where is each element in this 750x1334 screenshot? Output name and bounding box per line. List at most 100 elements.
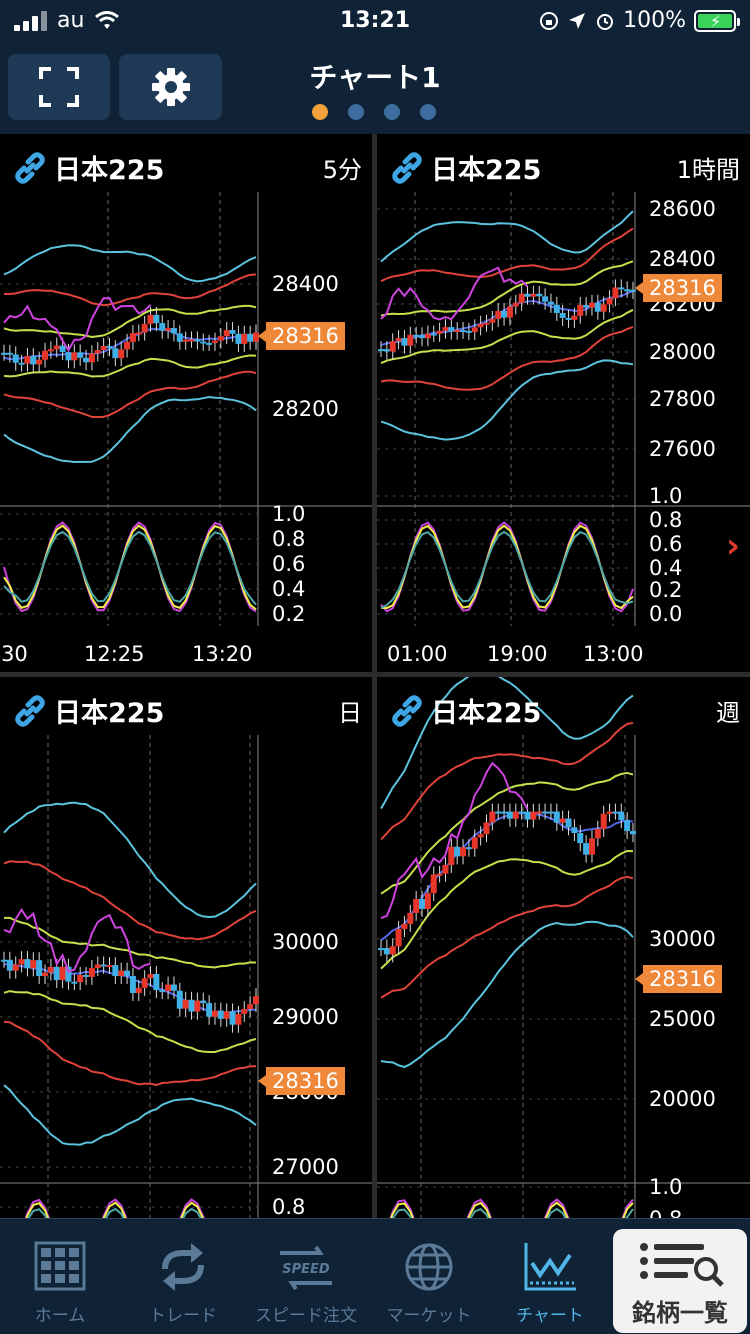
bollinger-band [380, 227, 634, 283]
symbol-list-button[interactable]: 銘柄一覧 [613, 1229, 747, 1333]
chart-canvas[interactable] [0, 677, 372, 1218]
chart-panel-weekly[interactable]: 日本225週3000025000200001.00.80.60.410/1902… [377, 677, 750, 1218]
candle-body [6, 352, 13, 355]
candle-body [624, 820, 631, 832]
link-icon[interactable] [12, 693, 48, 729]
bollinger-band [3, 1084, 257, 1146]
candle-body [112, 965, 119, 977]
tab-market-label: マーケット [386, 1306, 472, 1326]
candle-body [553, 304, 560, 313]
candle-body [147, 314, 154, 324]
candle-body [124, 341, 131, 350]
chart-canvas[interactable] [377, 677, 750, 1218]
candle-body [229, 330, 236, 334]
link-icon[interactable] [389, 693, 425, 729]
chart-grid: 日本2255分28400282001.00.80.60.40.2:3012:25… [0, 134, 750, 1218]
bollinger-band [380, 920, 634, 1069]
interval-label[interactable]: 日 [338, 699, 362, 727]
candle-body [460, 330, 467, 333]
symbol-name: 日本225 [431, 155, 542, 186]
time-tick-label: 13:20 [192, 642, 253, 666]
settings-button[interactable] [119, 54, 222, 120]
candle-body [65, 352, 72, 361]
page-dot-3[interactable] [384, 104, 400, 120]
time-tick-label: 01:00 [387, 642, 448, 666]
candle-body [530, 293, 537, 297]
panel-title[interactable]: 日本225 [12, 691, 164, 730]
symbol-name: 日本225 [54, 698, 165, 729]
time-tick-label: 13:00 [583, 642, 644, 666]
bollinger-band [4, 273, 257, 307]
chart-panel-1hour[interactable]: 日本225 1時間 28600 28400 28200 28000 27800 27600 1.… [377, 134, 750, 672]
interval-label[interactable]: 5分 [322, 156, 362, 184]
page-dot-1[interactable] [312, 104, 328, 120]
link-icon[interactable] [389, 150, 425, 186]
tab-trade[interactable]: トレード [123, 1219, 243, 1334]
bollinger-band [3, 304, 257, 339]
candle-body [378, 948, 384, 951]
candle-body [59, 966, 66, 981]
chart-canvas[interactable] [0, 134, 372, 672]
link-icon[interactable] [12, 150, 48, 186]
candle-body [518, 293, 525, 303]
price-tick-label: 30000 [649, 927, 716, 951]
tab-home[interactable]: ホーム [0, 1219, 120, 1334]
oscillator-line [380, 521, 634, 613]
bollinger-band [4, 916, 257, 969]
chart-canvas[interactable] [377, 134, 750, 672]
candle-body [419, 335, 426, 339]
panel-title[interactable]: 日本225 [12, 148, 164, 187]
candle-body [206, 342, 213, 345]
candle-body [241, 333, 248, 344]
candle-body [577, 305, 584, 316]
oscillator-line [391, 1207, 634, 1218]
momentum-line [380, 761, 529, 920]
price-tick-label: 29000 [272, 1005, 339, 1029]
bollinger-band [3, 370, 257, 419]
tab-chart[interactable]: チャート [490, 1219, 610, 1334]
panel-title[interactable]: 日本225 [389, 148, 541, 187]
bollinger-band [380, 721, 634, 841]
candle-body [530, 811, 537, 820]
candle-body [83, 974, 90, 977]
interval-label[interactable]: 週 [716, 699, 740, 727]
candle-body [65, 966, 72, 982]
tab-home-label: ホーム [34, 1306, 86, 1326]
oscillator-line [25, 1201, 204, 1218]
candle-body [6, 959, 13, 971]
candle-body [606, 298, 613, 305]
candle-body [229, 1011, 236, 1025]
oscillator-tick-label: 0.4 [649, 556, 683, 580]
tab-chart-label: チャート [516, 1306, 584, 1326]
candle-body [247, 333, 254, 342]
candle-body [118, 349, 125, 359]
chevron-right-icon[interactable]: › [725, 526, 740, 566]
bollinger-band [3, 395, 257, 464]
panel-title[interactable]: 日本225 [389, 691, 541, 730]
fullscreen-button[interactable] [8, 54, 110, 120]
candle-body [118, 970, 125, 977]
page-dot-2[interactable] [348, 104, 364, 120]
candle-body [88, 968, 95, 977]
page-dot-4[interactable] [420, 104, 436, 120]
tab-bar: ホーム トレード SPEED スピード注文 マーケット チャ [0, 1218, 750, 1334]
candle-body [483, 822, 490, 835]
oscillator-tick-label: 0.4 [272, 577, 306, 601]
grid-icon [34, 1241, 86, 1291]
chart-panel-daily[interactable]: 日本225日300002900028000270000.80.60.40.20.… [0, 677, 372, 1218]
oscillator-line [380, 524, 634, 610]
interval-label[interactable]: 1時間 [676, 156, 740, 184]
candle-body [413, 898, 420, 913]
tab-speed-order[interactable]: SPEED スピード注文 [246, 1219, 366, 1334]
candle-body [553, 811, 560, 823]
candle-body [389, 946, 396, 955]
chart-panel-5min[interactable]: 日本225 5分 28400 28200 1.00.80.60.40.2:30 12:25… [0, 134, 372, 672]
bollinger-band [380, 771, 634, 895]
tab-market[interactable]: マーケット [369, 1219, 489, 1334]
candle-body [512, 302, 519, 307]
page-indicator[interactable] [312, 104, 436, 120]
symbol-name: 日本225 [54, 155, 165, 186]
oscillator-tick-label: 0.2 [272, 602, 306, 626]
bollinger-band [380, 677, 634, 810]
candle-body [448, 327, 455, 332]
